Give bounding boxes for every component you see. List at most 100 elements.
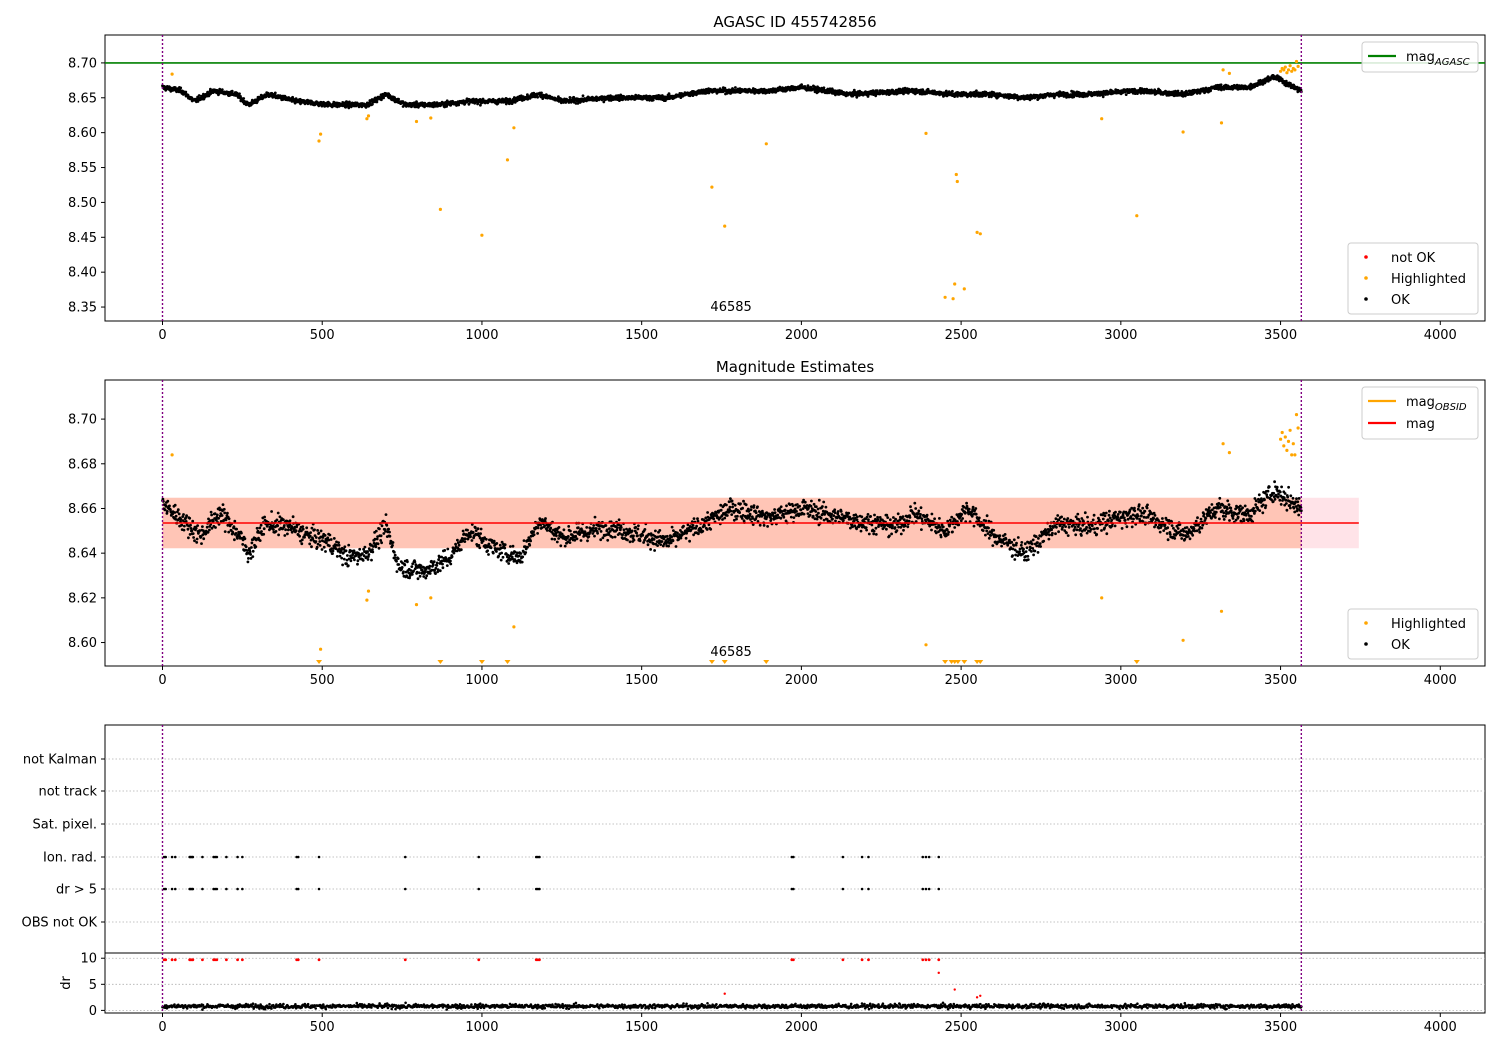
ok-point (314, 540, 318, 543)
ok-point (294, 529, 298, 533)
highlighted-point (1181, 130, 1185, 134)
ok-point (375, 100, 379, 104)
ok-point (349, 559, 353, 563)
highlighted-point (1285, 71, 1289, 75)
ok-point (545, 529, 549, 532)
ok-point (353, 558, 356, 562)
ok-point (553, 537, 557, 541)
ok-point (637, 524, 640, 528)
ok-point (441, 562, 444, 566)
ok-point (410, 565, 414, 568)
ok-point (259, 523, 263, 527)
ok-point (376, 542, 380, 546)
ok-point (196, 524, 200, 527)
highlighted-point (954, 172, 958, 177)
ok-point (310, 545, 313, 549)
ok-point (382, 532, 386, 535)
highlighted-point (710, 185, 714, 189)
x-tick-label: 1500 (625, 328, 658, 343)
ok-point (709, 527, 713, 531)
ok-point (576, 526, 580, 530)
ok-point (275, 518, 279, 522)
y-tick-label: 8.70 (68, 56, 97, 71)
ok-point (566, 535, 570, 538)
ok-point (563, 544, 567, 548)
ok-point (233, 519, 237, 523)
ok-point (201, 525, 204, 528)
ok-point (660, 540, 664, 543)
ok-point (197, 94, 201, 97)
ok-point (195, 537, 199, 541)
ok-point (402, 570, 405, 574)
ok-point (332, 537, 336, 540)
ok-point (555, 540, 559, 544)
ok-point (211, 519, 215, 523)
ok-point (674, 545, 678, 548)
ok-point (303, 535, 306, 539)
ok-point (258, 539, 262, 542)
highlighted-point (512, 126, 516, 130)
highlighted-point (953, 282, 957, 286)
ok-point (519, 552, 523, 555)
ok-point (263, 515, 266, 519)
ok-point (403, 563, 407, 567)
ok-point (641, 533, 645, 537)
legend-label: OK (1391, 293, 1410, 308)
ok-point (387, 527, 390, 531)
ok-point (486, 549, 489, 553)
highlighted-point (414, 119, 419, 124)
ok-point (477, 543, 481, 547)
ok-point (331, 552, 334, 555)
ok-point (630, 529, 634, 533)
agasc-magnitude-panel: AGASC ID 455742856 0 500 1000 1500 2000 2500 3… (68, 13, 1486, 343)
ok-points (161, 74, 1303, 110)
ok-point (248, 550, 252, 554)
ok-point (697, 532, 700, 536)
ok-point (366, 550, 369, 554)
ok-point (498, 543, 502, 547)
ok-point (446, 547, 450, 551)
ok-point (366, 558, 370, 561)
ok-point (220, 514, 224, 517)
ok-point (517, 554, 521, 558)
ok-point (667, 92, 671, 96)
ok-point (599, 530, 603, 533)
ok-point (308, 534, 312, 538)
ok-point (180, 523, 184, 527)
ok-point (367, 553, 371, 556)
ok-point (541, 97, 545, 100)
ok-point (300, 542, 304, 546)
ok-point (337, 543, 341, 547)
highlighted-point (319, 132, 323, 136)
ok-point (309, 531, 312, 534)
x-tick-label: 3000 (1104, 328, 1137, 343)
ok-point (587, 535, 591, 538)
highlighted-point (1227, 71, 1231, 75)
ok-point (520, 560, 524, 564)
ok-point (384, 513, 388, 516)
ok-point (205, 525, 209, 529)
ok-point (188, 516, 192, 520)
ok-point (632, 534, 635, 538)
ok-point (187, 536, 190, 540)
ok-point (511, 544, 515, 548)
ok-point (581, 94, 585, 98)
ok-point (209, 510, 213, 514)
ok-point (320, 548, 324, 551)
ok-point (598, 527, 601, 531)
x-tick-label: 0 (158, 328, 166, 343)
ok-point (445, 564, 449, 567)
highlighted-point (1294, 59, 1299, 64)
ok-point (489, 546, 493, 550)
ok-point (318, 544, 322, 547)
ok-point (499, 558, 503, 562)
ok-point (286, 532, 289, 536)
ok-point (310, 526, 314, 530)
ok-point (325, 541, 328, 545)
ok-point (636, 527, 640, 531)
ok-point (377, 546, 381, 550)
obsid-label: 46585 (710, 300, 751, 315)
ok-point (652, 538, 656, 541)
ok-point (469, 535, 472, 539)
